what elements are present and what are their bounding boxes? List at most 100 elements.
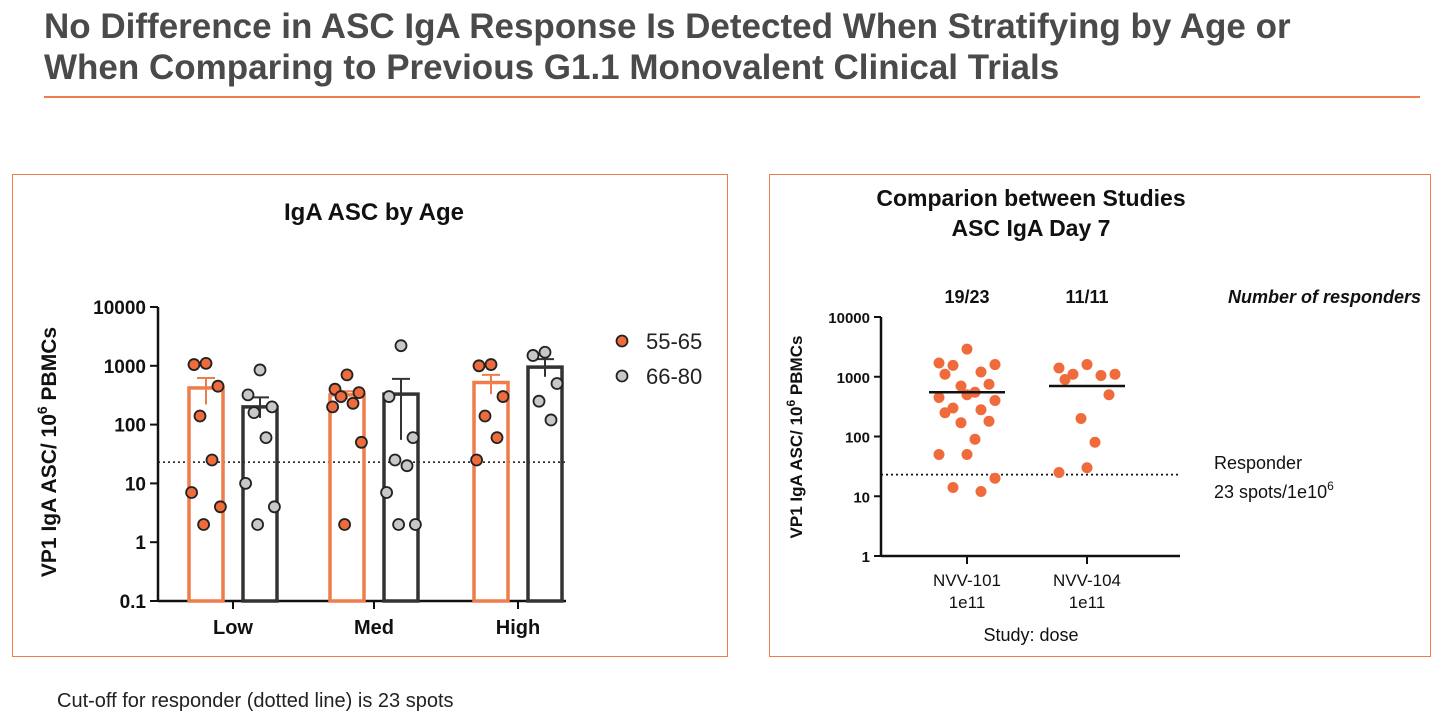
left-y-tick-label: 1000 <box>104 357 146 378</box>
slide-title: No Difference in ASC IgA Response Is Det… <box>44 6 1424 88</box>
studies-chart-panel <box>769 174 1431 657</box>
left-data-point <box>400 459 414 473</box>
right-x-axis-label: Study: dose <box>983 625 1078 645</box>
right-data-point <box>1081 462 1093 474</box>
left-data-point <box>334 390 348 403</box>
right-data-point <box>939 407 951 419</box>
left-data-point <box>484 358 498 371</box>
right-data-point <box>939 368 951 380</box>
left-data-point <box>259 431 273 445</box>
left-data-point <box>193 409 207 423</box>
right-data-point <box>983 378 995 390</box>
left-data-point <box>380 486 394 499</box>
responders-header: Number of responders <box>1228 287 1421 307</box>
right-data-point <box>1089 436 1101 448</box>
right-x-tick-label: NVV-104 <box>1053 571 1121 590</box>
right-data-point <box>961 448 973 460</box>
left-data-point <box>406 431 420 445</box>
right-data-point <box>1081 359 1093 371</box>
left-y-label-main: VP1 IgA ASC/ 10 <box>38 414 61 577</box>
age-chart-panel <box>12 174 728 657</box>
left-data-point <box>241 388 255 402</box>
right-y-axis-label: VP1 IgA ASC/ 106 PBMCs <box>784 336 806 539</box>
left-data-point <box>472 359 486 373</box>
right-data-point <box>1103 389 1115 401</box>
right-data-point <box>933 391 945 403</box>
slide-title-line1: No Difference in ASC IgA Response Is Det… <box>44 7 1291 46</box>
right-y-tick-label: 10 <box>853 489 870 506</box>
right-data-point <box>983 415 995 427</box>
right-data-point <box>947 359 959 371</box>
left-x-tick-label: Med <box>354 617 394 639</box>
left-y-label-sup: 6 <box>34 406 50 414</box>
responder-label-line2: 23 spots/1e106 <box>1214 479 1334 502</box>
left-data-point <box>239 476 253 490</box>
right-data-point <box>933 448 945 460</box>
right-data-point <box>975 404 987 416</box>
left-data-point <box>326 400 340 414</box>
right-data-point <box>1095 369 1107 381</box>
left-y-tick-label: 10000 <box>93 298 146 319</box>
right-data-point <box>975 486 987 498</box>
right-data-point <box>989 359 1001 371</box>
right-y-tick-label: 100 <box>845 430 870 447</box>
legend-label-66-80: 66-80 <box>646 364 702 389</box>
left-chart-title: IgA ASC by Age <box>284 199 464 226</box>
left-data-point <box>338 518 352 531</box>
left-data-point <box>470 453 484 467</box>
responders-count: 11/11 <box>1065 287 1108 307</box>
left-data-point <box>187 358 201 371</box>
right-y-label-sup: 6 <box>784 399 798 406</box>
left-x-tick-label: Low <box>213 617 253 639</box>
left-data-point <box>354 435 368 449</box>
left-data-point <box>340 368 354 382</box>
left-data-point <box>532 394 546 408</box>
responder-label-line1: Responder <box>1214 453 1302 473</box>
left-data-point <box>490 431 504 445</box>
right-y-tick-label: 1000 <box>837 370 870 387</box>
left-data-point <box>199 356 213 370</box>
right-y-label-tail: PBMCs <box>787 336 806 400</box>
right-data-point <box>1053 362 1065 374</box>
right-data-point <box>955 380 967 392</box>
left-y-tick-label: 0.1 <box>120 592 147 613</box>
left-data-point <box>388 453 402 467</box>
left-data-point <box>346 396 360 410</box>
left-bar-55-65 <box>328 393 366 603</box>
right-data-point <box>933 357 945 369</box>
right-data-point <box>947 402 959 414</box>
right-data-point <box>989 472 1001 484</box>
right-data-point <box>955 417 967 429</box>
left-data-point <box>392 518 406 531</box>
legend-marker-55-65 <box>615 334 629 348</box>
right-data-point <box>989 395 1001 407</box>
left-data-point <box>550 377 564 390</box>
right-data-point <box>975 366 987 378</box>
responder-label-main: 23 spots/1e10 <box>1214 482 1327 502</box>
right-data-point <box>961 343 973 355</box>
left-data-point <box>408 518 422 531</box>
right-x-tick-sublabel: 1e11 <box>1069 593 1106 612</box>
left-y-tick-label: 100 <box>114 416 146 437</box>
left-y-axis-label: VP1 IgA ASC/ 106 PBMCs <box>34 327 61 577</box>
left-data-point <box>352 386 366 400</box>
left-data-point <box>544 413 558 427</box>
left-data-point <box>538 345 552 359</box>
left-y-tick-label: 1 <box>135 533 146 554</box>
right-data-point <box>969 433 981 445</box>
right-y-tick-label: 1 <box>862 549 870 566</box>
footnote: Cut-off for responder (dotted line) is 2… <box>57 690 454 712</box>
left-data-point <box>382 390 396 403</box>
left-data-point <box>253 363 267 377</box>
legend-marker-66-80 <box>615 369 629 383</box>
right-data-point <box>961 389 973 401</box>
left-data-point <box>211 379 225 393</box>
responders-count: 19/23 <box>944 287 989 307</box>
right-chart-title-line2: ASC IgA Day 7 <box>952 215 1111 241</box>
left-data-point <box>394 339 408 353</box>
left-data-point <box>213 500 227 514</box>
right-data-point <box>1075 413 1087 425</box>
right-data-point <box>1059 373 1071 385</box>
title-underline <box>44 96 1420 98</box>
right-x-tick-label: NVV-101 <box>933 571 1001 590</box>
